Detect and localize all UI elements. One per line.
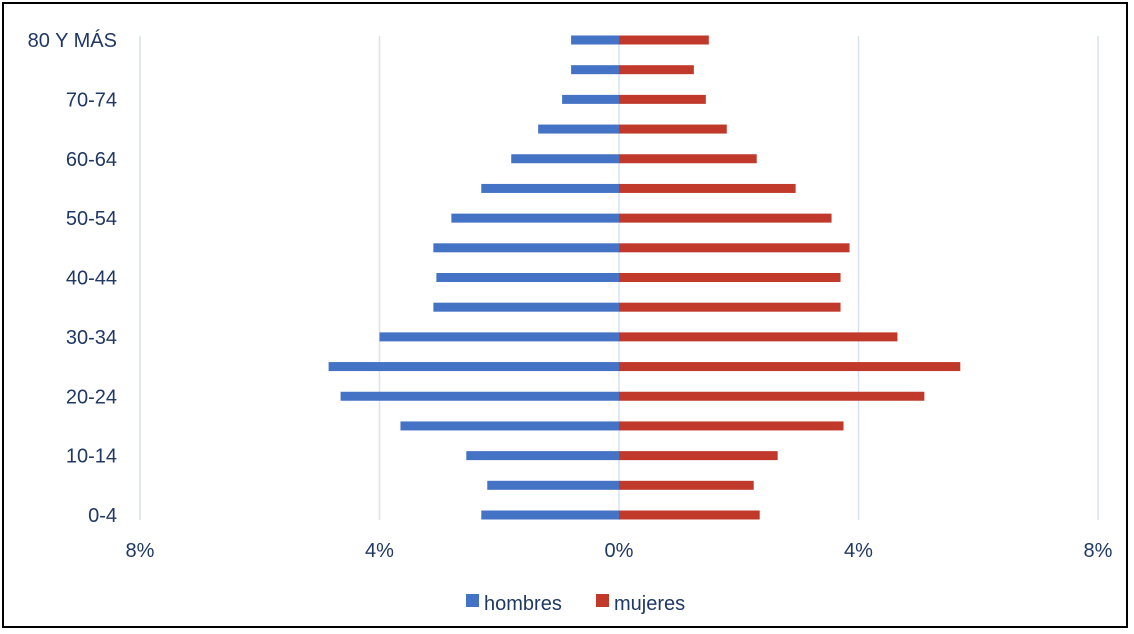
bar-mujeres-5-9 xyxy=(619,480,754,490)
y-tick-label: 50-54 xyxy=(66,208,117,230)
bar-hombres-25-29 xyxy=(328,362,619,372)
bar-hombres-55-59 xyxy=(481,183,619,193)
bar-mujeres-80-y-más xyxy=(619,35,709,45)
bar-hombres-15-19 xyxy=(400,421,619,431)
bar-hombres-60-64 xyxy=(511,154,619,164)
legend-label-mujeres: mujeres xyxy=(614,593,685,615)
bar-hombres-80-y-más xyxy=(571,35,619,45)
bar-mujeres-55-59 xyxy=(619,183,796,193)
y-tick-label: 0-4 xyxy=(88,505,117,527)
bar-hombres-45-49 xyxy=(433,243,619,253)
bar-mujeres-45-49 xyxy=(619,243,850,253)
bar-hombres-50-54 xyxy=(451,213,619,223)
legend: hombres mujeres xyxy=(466,593,685,615)
x-tick-label: 8% xyxy=(1084,540,1113,562)
y-tick-label: 40-44 xyxy=(66,268,117,290)
bar-mujeres-35-39 xyxy=(619,302,841,312)
bar-mujeres-70-74 xyxy=(619,94,706,104)
x-tick-label: 4% xyxy=(365,540,394,562)
x-tick-label: 4% xyxy=(844,540,873,562)
bar-mujeres-0-4 xyxy=(619,510,760,520)
bar-hombres-0-4 xyxy=(481,510,619,520)
bar-mujeres-25-29 xyxy=(619,362,961,372)
bar-mujeres-20-24 xyxy=(619,391,925,401)
legend-label-hombres: hombres xyxy=(484,593,562,615)
bar-hombres-5-9 xyxy=(487,480,619,490)
bar-hombres-20-24 xyxy=(340,391,619,401)
gridlines xyxy=(139,36,1099,520)
legend-swatch-hombres xyxy=(466,594,479,607)
y-tick-label: 80 Y MÁS xyxy=(28,29,117,52)
bar-mujeres-30-34 xyxy=(619,332,898,342)
bar-hombres-70-74 xyxy=(562,94,619,104)
y-tick-label: 70-74 xyxy=(66,89,117,111)
y-tick-label: 10-14 xyxy=(66,446,117,468)
y-tick-label: 30-34 xyxy=(66,327,117,349)
bar-hombres-75-79 xyxy=(571,65,619,75)
bar-mujeres-10-14 xyxy=(619,451,778,461)
bar-mujeres-50-54 xyxy=(619,213,832,223)
bar-hombres-65-69 xyxy=(538,124,619,134)
x-tick-label: 0% xyxy=(605,540,634,562)
bar-hombres-30-34 xyxy=(379,332,619,342)
legend-swatch-mujeres xyxy=(596,594,609,607)
x-axis-labels: 8% 4% 0% 4% 8% xyxy=(126,540,1113,562)
bar-hombres-40-44 xyxy=(436,273,619,282)
x-tick-label: 8% xyxy=(126,540,155,562)
bar-mujeres-15-19 xyxy=(619,421,844,431)
bar-mujeres-75-79 xyxy=(619,65,694,75)
y-axis-labels: 0-4 10-14 20-24 30-34 40-44 50-54 60-64 70-74 80… xyxy=(28,29,117,527)
bars xyxy=(328,35,961,520)
bar-hombres-10-14 xyxy=(466,451,619,461)
y-tick-label: 60-64 xyxy=(66,149,117,171)
bar-mujeres-60-64 xyxy=(619,154,757,164)
bar-mujeres-65-69 xyxy=(619,124,727,134)
y-tick-label: 20-24 xyxy=(66,386,117,408)
bar-hombres-35-39 xyxy=(433,302,619,312)
bar-mujeres-40-44 xyxy=(619,273,841,282)
